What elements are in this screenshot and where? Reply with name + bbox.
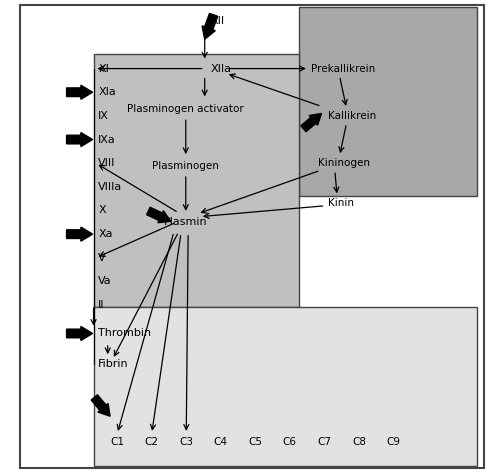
Bar	[94, 54, 299, 307]
Text: IXa: IXa	[98, 134, 116, 145]
Polygon shape	[202, 13, 218, 39]
Text: Kinin: Kinin	[328, 198, 354, 209]
Text: C6: C6	[283, 437, 297, 447]
Text: XIIa: XIIa	[210, 63, 231, 74]
Text: C2: C2	[145, 437, 159, 447]
Bar	[299, 7, 477, 196]
Text: XII: XII	[210, 16, 224, 26]
Text: C9: C9	[387, 437, 400, 447]
Text: C5: C5	[248, 437, 262, 447]
Text: Va: Va	[98, 276, 112, 287]
Text: IX: IX	[98, 111, 109, 121]
Text: Plasminogen: Plasminogen	[152, 160, 219, 171]
Text: C1: C1	[110, 437, 124, 447]
Bar	[94, 307, 477, 466]
Text: Plasmin: Plasmin	[164, 217, 208, 228]
Text: C8: C8	[352, 437, 366, 447]
Polygon shape	[67, 227, 93, 241]
Text: XI: XI	[98, 63, 109, 74]
Text: II: II	[98, 300, 105, 310]
Text: X: X	[98, 205, 106, 216]
Text: C4: C4	[214, 437, 228, 447]
Text: Xa: Xa	[98, 229, 113, 239]
Polygon shape	[67, 326, 93, 341]
Text: Kininogen: Kininogen	[318, 158, 370, 168]
Text: Thrombin: Thrombin	[98, 328, 151, 339]
Polygon shape	[301, 114, 322, 132]
Text: Prekallikrein: Prekallikrein	[311, 63, 375, 74]
Polygon shape	[91, 395, 110, 416]
Text: Kallikrein: Kallikrein	[328, 111, 376, 121]
Polygon shape	[147, 207, 171, 223]
Text: C7: C7	[318, 437, 331, 447]
Text: Fibrin: Fibrin	[98, 359, 129, 369]
Polygon shape	[67, 85, 93, 99]
Text: VIIIa: VIIIa	[98, 182, 122, 192]
Text: V: V	[98, 253, 106, 263]
Text: XIa: XIa	[98, 87, 116, 97]
Text: VIII: VIII	[98, 158, 115, 168]
Polygon shape	[67, 132, 93, 147]
Text: C3: C3	[179, 437, 193, 447]
Text: Plasminogen activator: Plasminogen activator	[128, 104, 244, 114]
